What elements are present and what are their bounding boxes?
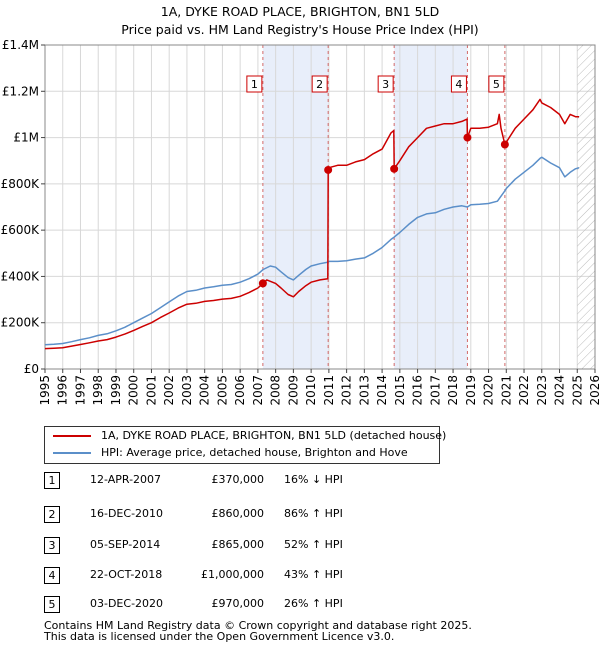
sale-point xyxy=(258,279,267,288)
sale-number: 5 xyxy=(44,596,60,613)
x-tick-label: 2012 xyxy=(340,375,354,406)
x-tick-label: 2013 xyxy=(357,375,371,406)
footer: Contains HM Land Registry data © Crown c… xyxy=(44,620,472,642)
sale-marker-label: 1 xyxy=(251,78,258,91)
sale-point xyxy=(324,165,333,174)
x-tick-label: 2025 xyxy=(570,375,584,406)
x-tick-label: 2011 xyxy=(322,375,336,406)
chart-title: 1A, DYKE ROAD PLACE, BRIGHTON, BN1 5LD P… xyxy=(0,3,600,39)
sale-date: 03-DEC-2020 xyxy=(90,597,164,610)
sale-price: £1,000,000 xyxy=(201,568,264,581)
sale-price: £370,000 xyxy=(211,473,265,486)
price-chart: 1 2 3 4 5 £0 £200K £400K £600K £800K £1M £1.2M £1.4M… xyxy=(1,38,600,406)
x-tick-label: 2018 xyxy=(446,375,460,406)
y-tick-label: £400K xyxy=(1,269,41,283)
sale-row: 5 03-DEC-2020 £970,000 26% ↑ HPI xyxy=(44,596,464,614)
x-tick-label: 2009 xyxy=(286,375,300,406)
x-tick-label: 2000 xyxy=(127,375,141,406)
legend-swatch-hpi xyxy=(53,452,91,454)
sale-number: 1 xyxy=(44,472,60,489)
footer-copyright: Contains HM Land Registry data © Crown c… xyxy=(44,619,472,632)
x-tick-label: 1997 xyxy=(73,375,87,406)
sale-price: £860,000 xyxy=(211,507,265,520)
sale-hpi-diff: 52% ↑ HPI xyxy=(284,538,343,551)
sale-number: 3 xyxy=(44,537,60,554)
x-tick-label: 2004 xyxy=(198,375,212,406)
sale-marker-label: 3 xyxy=(382,78,389,91)
sale-hpi-diff: 43% ↑ HPI xyxy=(284,568,343,581)
x-tick-label: 2002 xyxy=(162,375,176,406)
x-tick-label: 2023 xyxy=(535,375,549,406)
x-tick-label: 2021 xyxy=(499,375,513,406)
sale-marker-box xyxy=(311,75,328,93)
x-tick-label: 2016 xyxy=(411,375,425,406)
x-tick-label: 2015 xyxy=(393,375,407,406)
sale-number: 2 xyxy=(44,506,60,523)
sale-marker-label: 5 xyxy=(493,78,500,91)
y-tick-label: £1M xyxy=(13,131,39,145)
sale-date: 16-DEC-2010 xyxy=(90,507,164,520)
sale-marker-label: 4 xyxy=(455,78,462,91)
sale-hpi-diff: 16% ↓ HPI xyxy=(284,473,343,486)
sale-point xyxy=(463,133,472,142)
chart-title-line2: Price paid vs. HM Land Registry's House … xyxy=(121,22,479,37)
x-tick-label: 2001 xyxy=(144,375,158,406)
x-tick-label: 2007 xyxy=(251,375,265,406)
x-tick-label: 1996 xyxy=(56,375,70,406)
x-tick-label: 2010 xyxy=(304,375,318,406)
legend: 1A, DYKE ROAD PLACE, BRIGHTON, BN1 5LD (… xyxy=(44,426,446,464)
sale-marker-box xyxy=(488,75,505,93)
x-tick-label: 2026 xyxy=(588,375,600,406)
sale-marker-box xyxy=(450,75,467,93)
x-tick-label: 2017 xyxy=(428,375,442,406)
ownership-shade xyxy=(262,45,329,369)
sale-row: 3 05-SEP-2014 £865,000 52% ↑ HPI xyxy=(44,537,464,555)
sale-date: 22-OCT-2018 xyxy=(90,568,163,581)
chart-title-line1: 1A, DYKE ROAD PLACE, BRIGHTON, BN1 5LD xyxy=(160,4,440,19)
sale-date: 12-APR-2007 xyxy=(90,473,162,486)
y-tick-label: £1.4M xyxy=(2,38,39,52)
sale-hpi-diff: 86% ↑ HPI xyxy=(284,507,343,520)
sale-marker-box xyxy=(246,75,263,93)
x-tick-label: 2005 xyxy=(215,375,229,406)
sale-row: 4 22-OCT-2018 £1,000,000 43% ↑ HPI xyxy=(44,567,464,585)
sale-number: 4 xyxy=(44,567,60,584)
x-tick-label: 2020 xyxy=(482,375,496,406)
sale-price: £865,000 xyxy=(211,538,265,551)
x-tick-label: 1999 xyxy=(109,375,123,406)
legend-label-hpi: HPI: Average price, detached house, Brig… xyxy=(101,446,408,459)
legend-item-hpi: HPI: Average price, detached house, Brig… xyxy=(45,445,437,461)
x-tick-label: 2003 xyxy=(180,375,194,406)
sale-point xyxy=(500,140,509,149)
sale-point xyxy=(390,164,399,173)
sale-marker-label: 2 xyxy=(316,78,323,91)
sale-row: 2 16-DEC-2010 £860,000 86% ↑ HPI xyxy=(44,506,464,524)
property-price-line xyxy=(44,98,579,350)
forecast-hatch xyxy=(577,45,595,369)
x-tick-label: 2024 xyxy=(553,375,567,406)
y-tick-label: £0 xyxy=(24,362,39,376)
sale-hpi-diff: 26% ↑ HPI xyxy=(284,597,343,610)
x-tick-label: 2019 xyxy=(464,375,478,406)
legend-label-property: 1A, DYKE ROAD PLACE, BRIGHTON, BN1 5LD (… xyxy=(101,429,447,442)
sale-marker-box xyxy=(377,75,394,93)
y-tick-label: £1.2M xyxy=(2,84,39,98)
y-tick-label: £600K xyxy=(1,223,41,237)
legend-item-property: 1A, DYKE ROAD PLACE, BRIGHTON, BN1 5LD (… xyxy=(45,428,446,444)
x-tick-label: 2014 xyxy=(375,375,389,406)
sale-date: 05-SEP-2014 xyxy=(90,538,161,551)
y-tick-label: £800K xyxy=(1,177,41,191)
x-tick-label: 2022 xyxy=(517,375,531,406)
sale-row: 1 12-APR-2007 £370,000 16% ↓ HPI xyxy=(44,472,464,490)
plot-frame xyxy=(44,44,596,370)
footer-licence: This data is licensed under the Open Gov… xyxy=(44,630,395,643)
sale-price: £970,000 xyxy=(211,597,265,610)
x-tick-label: 1998 xyxy=(91,375,105,406)
y-tick-label: £200K xyxy=(1,316,41,330)
x-tick-label: 2008 xyxy=(269,375,283,406)
x-tick-label: 2006 xyxy=(233,375,247,406)
legend-swatch-property xyxy=(53,435,91,437)
x-tick-label: 1995 xyxy=(38,375,52,406)
